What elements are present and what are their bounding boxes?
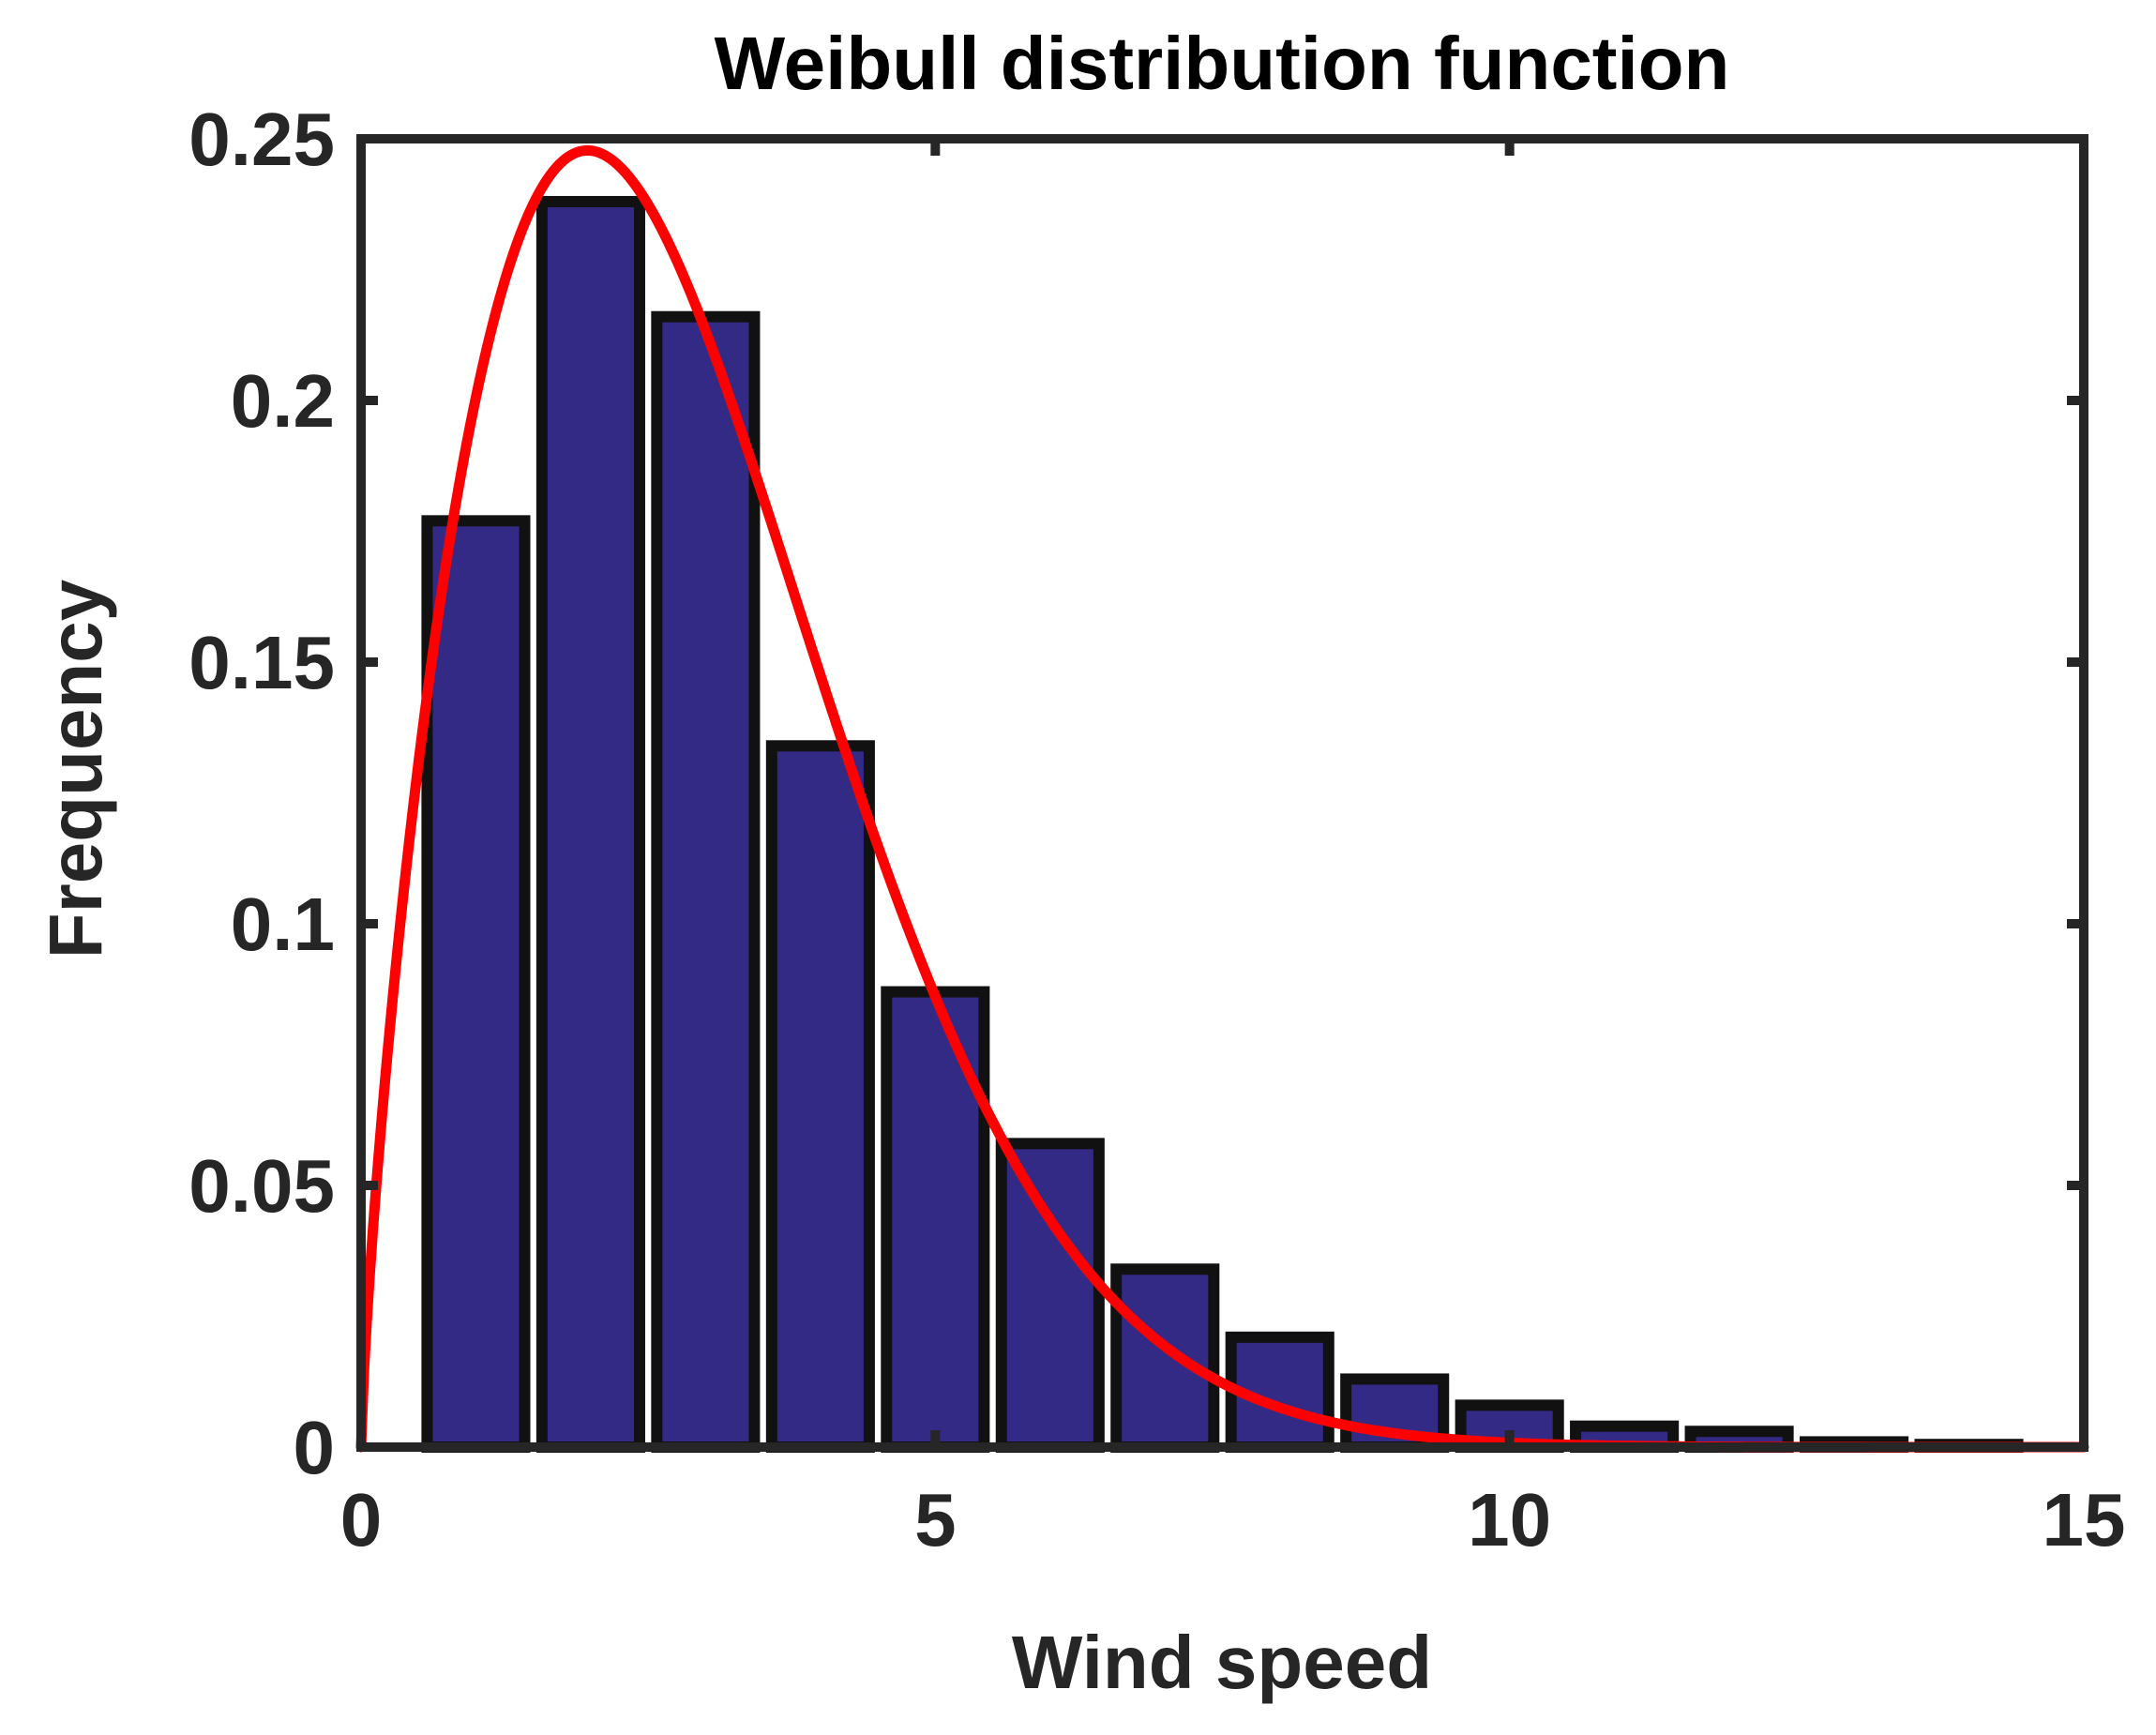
histogram-bar: [1110, 1263, 1220, 1454]
chart-title: Weibull distribution function: [715, 22, 1730, 105]
axes-frame: [356, 134, 2088, 1452]
y-tick-label: 0.2: [231, 359, 335, 443]
y-tick-label: 0.15: [188, 621, 335, 704]
histogram-bar: [535, 195, 645, 1454]
histogram-bar: [765, 740, 875, 1453]
histogram-bar: [651, 310, 761, 1454]
x-tick-label: 15: [2043, 1478, 2126, 1562]
histogram-bar: [995, 1138, 1105, 1453]
x-tick-label: 0: [340, 1478, 383, 1562]
y-tick-label: 0.05: [188, 1144, 335, 1228]
y-axis-label: Frequency: [34, 579, 117, 958]
histogram-bar: [421, 515, 531, 1453]
x-tick-label: 10: [1468, 1478, 1551, 1562]
y-tick-label: 0: [294, 1406, 336, 1489]
y-tick-label: 0.25: [188, 98, 335, 181]
bars-layer: [421, 195, 2024, 1454]
y-tick-label: 0.1: [231, 883, 335, 966]
histogram-bar: [881, 986, 990, 1454]
x-axis-label: Wind speed: [1012, 1621, 1432, 1704]
ticks-layer: 0 5 10 15 0 0.05 0.1 0.15 0.2 0.25: [188, 98, 2125, 1562]
x-tick-label: 5: [914, 1478, 957, 1562]
plot-box: [356, 134, 2088, 1452]
